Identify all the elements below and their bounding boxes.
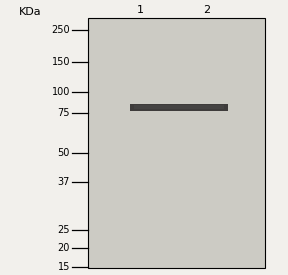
Bar xyxy=(134,104,224,109)
Text: 2: 2 xyxy=(203,5,211,15)
Text: 100: 100 xyxy=(52,87,70,97)
Text: 1: 1 xyxy=(137,5,143,15)
Text: 37: 37 xyxy=(58,177,70,187)
Text: 20: 20 xyxy=(58,243,70,253)
Bar xyxy=(130,103,228,111)
Text: 250: 250 xyxy=(51,25,70,35)
Text: 75: 75 xyxy=(58,108,70,118)
Bar xyxy=(88,18,265,268)
Text: 15: 15 xyxy=(58,262,70,272)
Text: 50: 50 xyxy=(58,148,70,158)
Text: 25: 25 xyxy=(58,225,70,235)
Text: KDa: KDa xyxy=(19,7,41,17)
Text: 150: 150 xyxy=(52,57,70,67)
